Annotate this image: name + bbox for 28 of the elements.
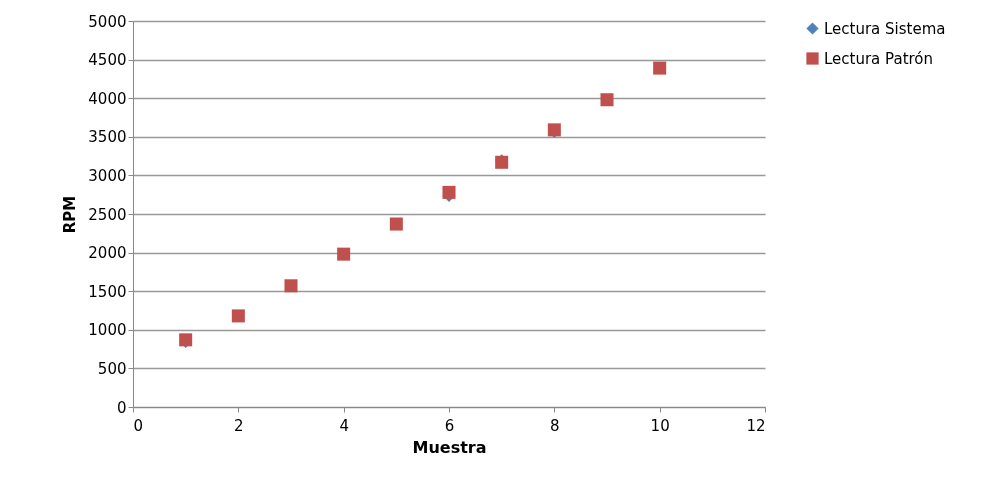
x-tick-label: 2 bbox=[234, 416, 244, 435]
y-tick-label: 4500 bbox=[88, 51, 127, 70]
y-axis-title: RPM bbox=[61, 195, 80, 234]
x-tick-label: 8 bbox=[550, 416, 560, 435]
y-tick-label: 2500 bbox=[88, 205, 127, 224]
y-tick-label: 3500 bbox=[88, 128, 127, 147]
x-tick-label: 12 bbox=[746, 416, 766, 435]
point bbox=[284, 279, 298, 293]
legend-label: Lectura Patrón bbox=[824, 49, 934, 68]
y-tick-label: 2000 bbox=[88, 244, 127, 263]
x-tick-label: 6 bbox=[444, 416, 455, 435]
y-tick-label: 1500 bbox=[88, 282, 127, 301]
y-tick-label: 4000 bbox=[88, 89, 127, 108]
x-tick-label: 10 bbox=[650, 416, 670, 435]
y-tick-label: 500 bbox=[97, 359, 127, 378]
y-tick-label: 0 bbox=[116, 398, 127, 417]
point bbox=[231, 309, 245, 323]
y-tick-label: 5000 bbox=[88, 12, 127, 31]
legend-label: Lectura Sistema bbox=[824, 19, 946, 38]
x-tick-label: 0 bbox=[133, 416, 144, 435]
x-axis-title: Muestra bbox=[412, 437, 487, 457]
y-tick-label: 3000 bbox=[88, 166, 127, 185]
point bbox=[389, 217, 403, 231]
point bbox=[600, 93, 614, 107]
point bbox=[653, 61, 667, 75]
point bbox=[337, 247, 351, 261]
x-tick-label: 4 bbox=[339, 416, 349, 435]
y-tick-label: 1000 bbox=[88, 321, 127, 340]
